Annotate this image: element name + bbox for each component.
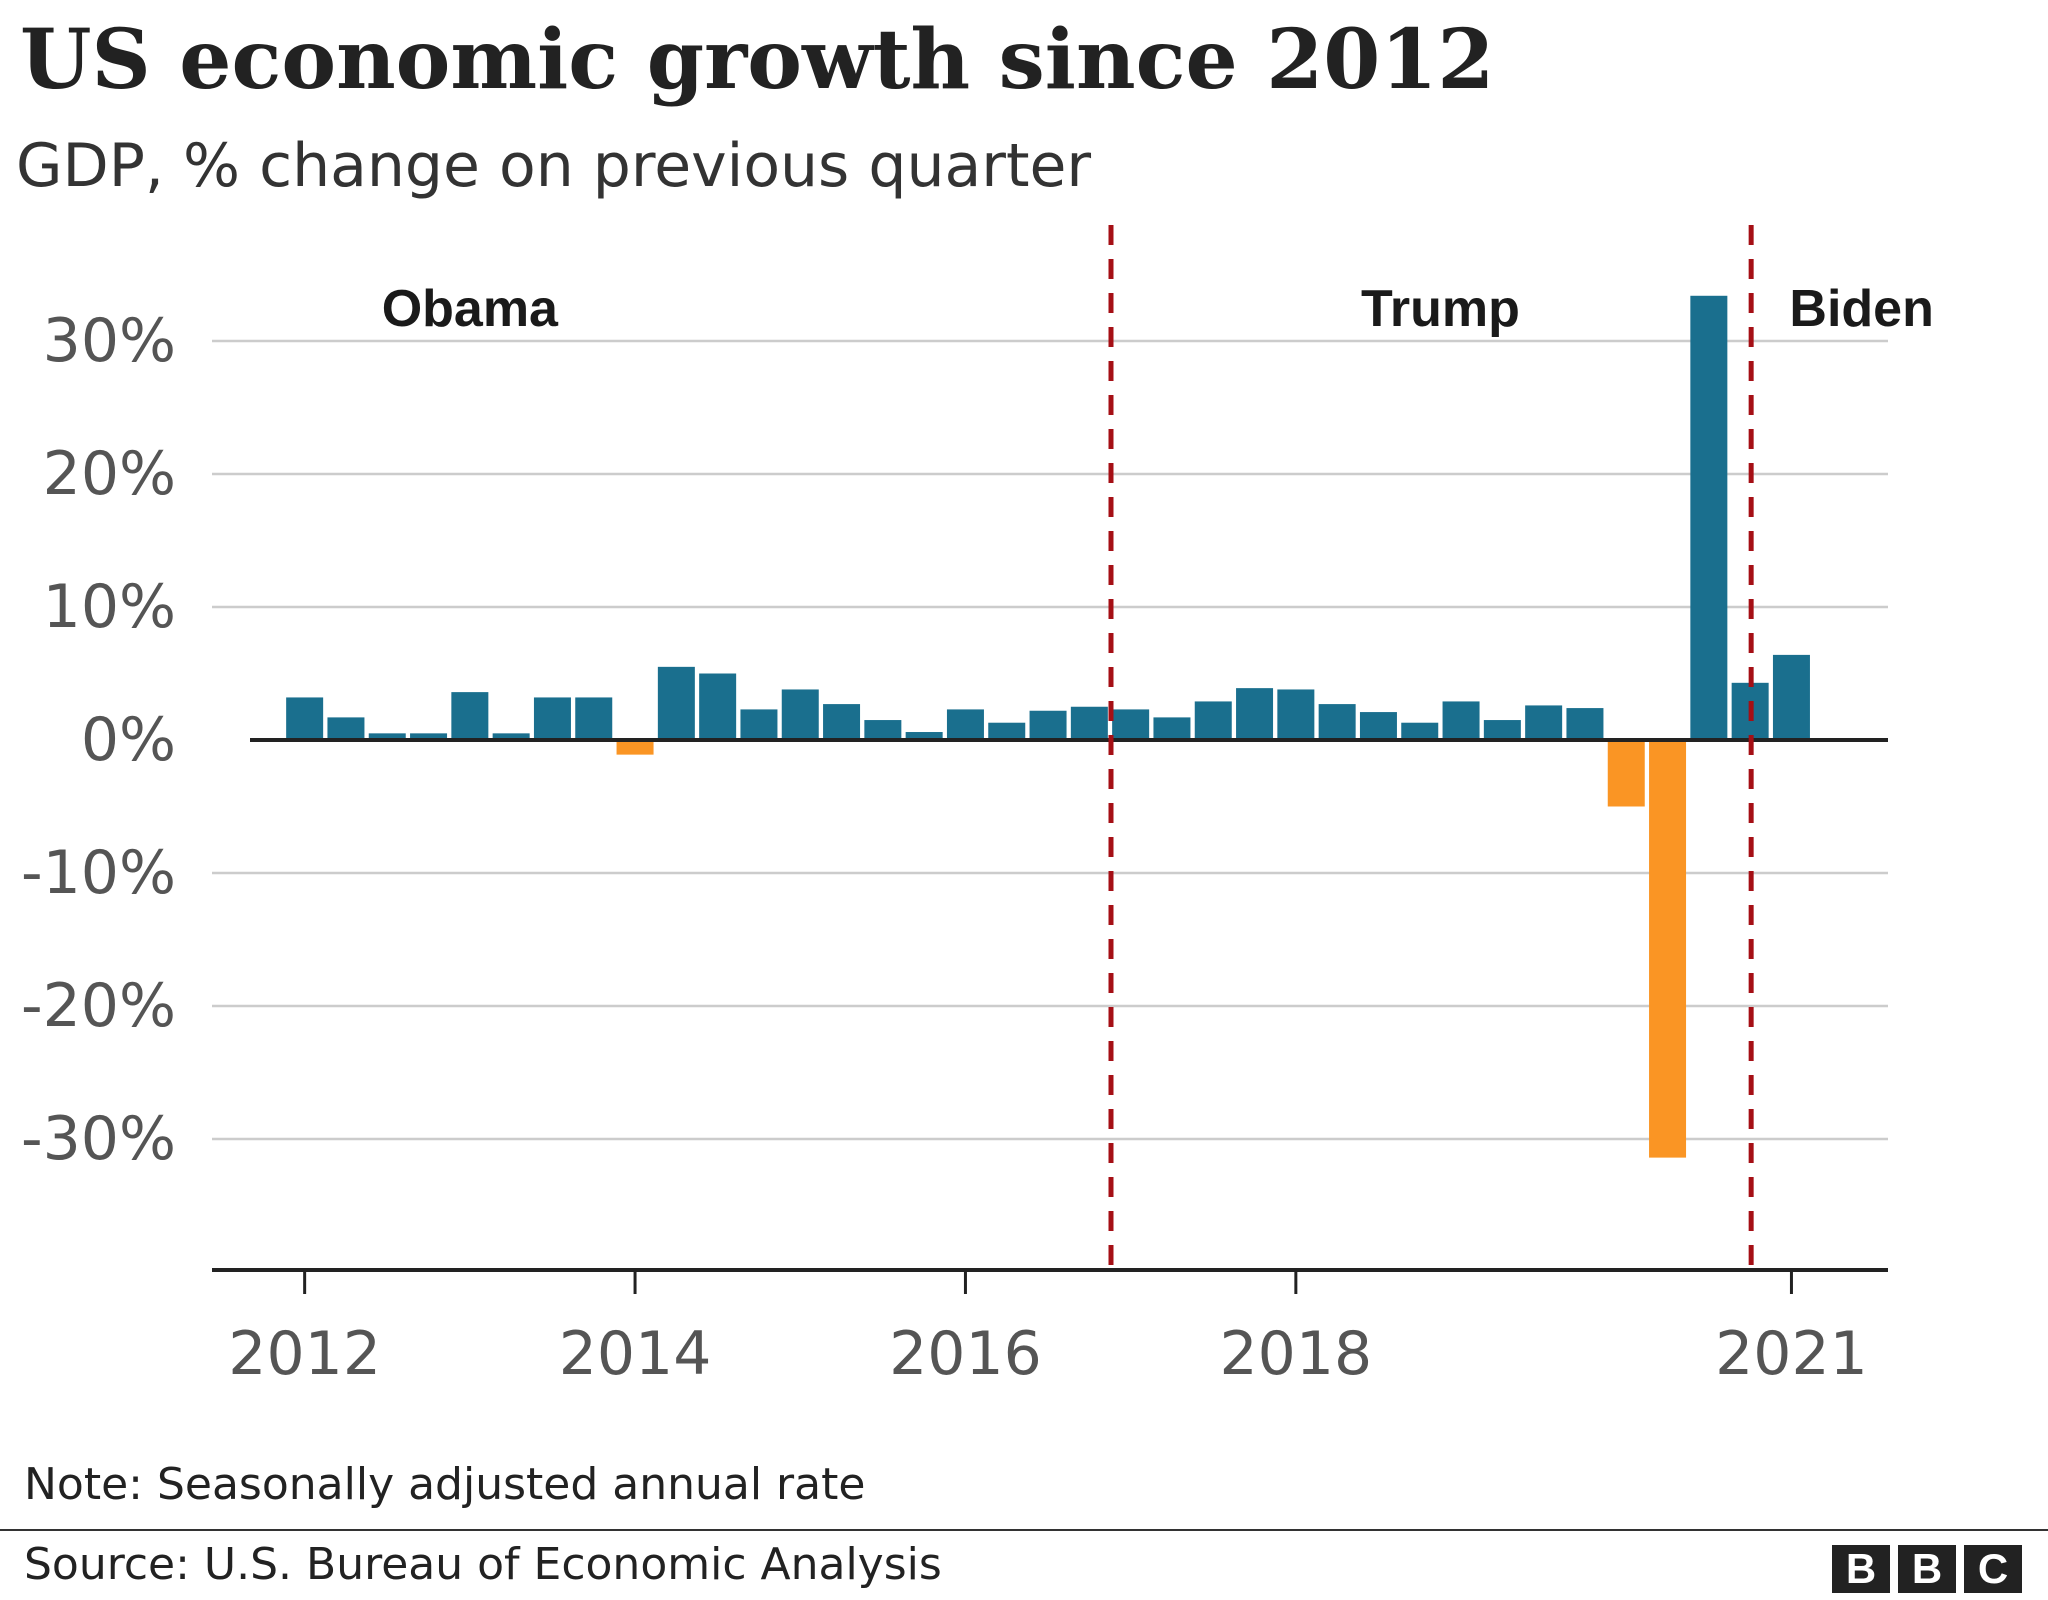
bbc-logo: B B C [1832, 1545, 2022, 1593]
chart-source: Source: U.S. Bureau of Economic Analysis [24, 1539, 942, 1590]
bar-2018-q1 [1277, 689, 1315, 740]
y-tick-label: -10% [21, 838, 176, 908]
bar-2013-q4 [575, 697, 613, 740]
bar-2017-q3 [1194, 701, 1232, 740]
bar-2018-q4 [1401, 722, 1439, 740]
y-tick-label: 10% [43, 572, 176, 642]
x-tick-label: 2021 [1715, 1319, 1868, 1389]
y-tick-label: 20% [43, 439, 176, 509]
bar-2012-q1 [286, 697, 324, 740]
bar-2013-q3 [533, 697, 571, 740]
bar-2014-q2 [657, 666, 695, 740]
bar-2014-q3 [699, 673, 737, 740]
era-label-obama: Obama [382, 280, 559, 338]
y-tick-label: 30% [43, 306, 176, 376]
y-tick-label: -30% [21, 1104, 176, 1174]
bar-2018-q3 [1359, 712, 1397, 740]
y-tick-label: 0% [81, 705, 176, 775]
bar-2018-q2 [1318, 704, 1356, 740]
era-label-biden: Biden [1789, 280, 1933, 338]
bar-2016-q4 [1070, 706, 1108, 740]
chart-title: US economic growth since 2012 [20, 12, 1495, 108]
axes [212, 738, 1888, 1272]
bar-2017-q2 [1153, 717, 1191, 740]
bbc-logo-letter: B [1832, 1545, 1890, 1593]
chart-note: Note: Seasonally adjusted annual rate [24, 1459, 866, 1510]
bar-2012-q4 [410, 733, 448, 740]
bar-2019-q2 [1483, 720, 1521, 740]
chart-subtitle: GDP, % change on previous quarter [16, 131, 1092, 201]
bar-2015-q1 [781, 689, 819, 740]
bar-2016-q3 [1029, 710, 1067, 740]
bar-2021-q1 [1772, 654, 1810, 740]
era-dividers [1108, 225, 1754, 1270]
bar-2012-q3 [368, 733, 406, 740]
bar-2019-q3 [1525, 705, 1563, 740]
bar-2013-q2 [492, 733, 530, 740]
bbc-logo-letter: C [1964, 1545, 2022, 1593]
bar-2015-q4 [905, 732, 943, 740]
bar-2014-q1 [616, 740, 654, 755]
era-label-trump: Trump [1361, 280, 1520, 338]
x-axis-ticks: 2012 2014 2016 2018 2021 [228, 1270, 1868, 1389]
bar-2020-q2 [1649, 740, 1687, 1158]
x-tick-label: 2018 [1219, 1319, 1372, 1389]
bar-2015-q3 [864, 720, 902, 740]
x-tick-label: 2014 [559, 1319, 712, 1389]
gridlines [212, 339, 1888, 1141]
bar-2015-q2 [823, 704, 861, 740]
x-tick-label: 2012 [228, 1319, 381, 1389]
bar-2017-q4 [1236, 688, 1274, 740]
bbc-logo-letter: B [1898, 1545, 1956, 1593]
bar-2020-q3 [1690, 295, 1728, 740]
y-tick-label: -20% [21, 971, 176, 1041]
bar-2020-q1 [1607, 740, 1645, 807]
y-axis-ticks: 30% 20% 10% 0% -10% -20% -30% [21, 306, 176, 1174]
bar-2019-q4 [1566, 708, 1604, 740]
footer-divider [0, 1529, 2048, 1531]
x-tick-label: 2016 [889, 1319, 1042, 1389]
bar-2019-q1 [1442, 701, 1480, 740]
gdp-bar-chart: 30% 20% 10% 0% -10% -20% -30% 2012 2014 2016 2018… [21, 225, 1934, 1389]
bar-2012-q2 [327, 717, 365, 740]
bars [286, 295, 1810, 1158]
era-annotations: Obama Trump Biden [382, 280, 1934, 338]
bar-2016-q2 [988, 722, 1026, 740]
bar-2014-q4 [740, 709, 778, 740]
bar-2017-q1 [1112, 709, 1150, 740]
bar-2016-q1 [946, 709, 984, 740]
bar-2013-q1 [451, 692, 489, 740]
